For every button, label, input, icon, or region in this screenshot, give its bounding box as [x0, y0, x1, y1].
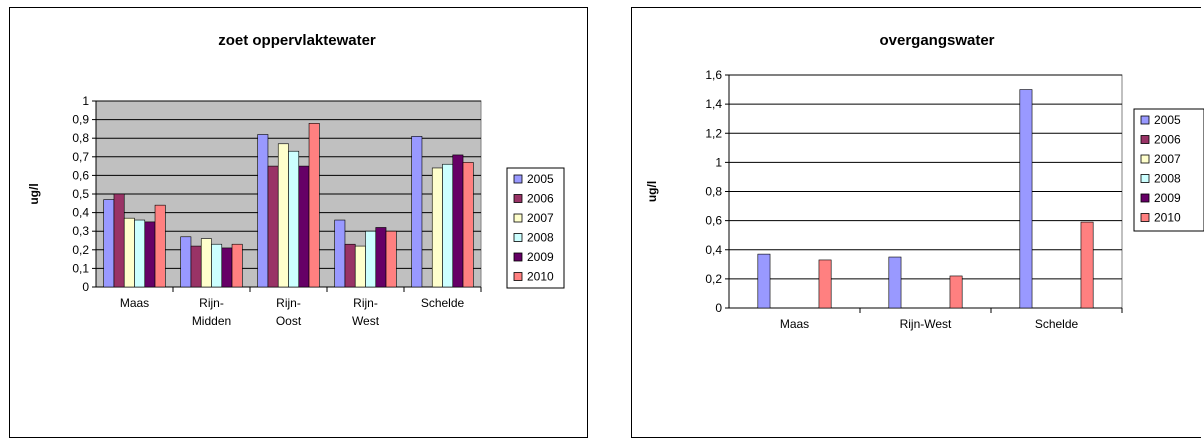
bar-2009 [221, 247, 233, 288]
legend-label: 2006 [527, 192, 554, 206]
bar-2010 [818, 259, 832, 309]
legend-swatch-2008 [513, 233, 523, 242]
x-tick-label: Schelde [1035, 317, 1079, 331]
chart-title: zoet oppervlaktewater [218, 32, 376, 49]
y-tick-label: 0,8 [72, 131, 89, 145]
bar-2010 [385, 230, 397, 288]
bar-2010 [154, 204, 166, 288]
legend-swatch-2007 [1140, 154, 1150, 164]
legend-label: 2005 [527, 172, 554, 186]
legend [506, 167, 565, 289]
y-tick-label: 0 [82, 280, 89, 294]
y-tick-label: 0,2 [705, 272, 722, 286]
legend-label: 2007 [1154, 152, 1181, 166]
legend-label: 2006 [1154, 133, 1181, 147]
y-axis-label: ug/l [645, 181, 659, 202]
bar-2005 [411, 136, 423, 288]
x-tick-label: Rijn-Midden [192, 296, 231, 328]
y-tick-label: 0,6 [72, 168, 89, 182]
bar-2007 [200, 238, 212, 288]
bar-2008 [365, 230, 377, 288]
legend-swatch-2006 [513, 194, 523, 203]
bar-2005 [1019, 89, 1033, 309]
bar-2007 [123, 217, 135, 288]
bar-2007 [277, 143, 289, 288]
x-tick-label: Schelde [421, 296, 465, 310]
legend-label: 2009 [527, 250, 554, 264]
bar-2010 [462, 162, 474, 288]
y-tick-label: 1,2 [705, 126, 722, 140]
y-tick-label: 1 [82, 94, 89, 108]
bar-2006 [113, 193, 125, 288]
y-tick-label: 0,6 [705, 214, 722, 228]
legend-label: 2009 [1154, 191, 1181, 205]
x-tick-label: Rijn-West [900, 317, 952, 331]
x-tick-label: Rijn-Oost [276, 296, 302, 328]
y-tick-label: 0,2 [72, 243, 89, 257]
bar-2005 [888, 256, 902, 309]
y-tick-label: 0,4 [705, 243, 722, 257]
chart-zoet-oppervlaktewater: zoet oppervlaktewater 0 0,1 0,2 0,3 0,4 0,5 0,6… [9, 7, 588, 438]
legend-label: 2008 [527, 231, 554, 245]
legend-label: 2007 [527, 211, 554, 225]
y-tick-label: 1 [715, 155, 722, 169]
y-tick-label: 0,8 [705, 185, 722, 199]
bar-2005 [757, 253, 771, 309]
x-tick-label: Maas [120, 296, 149, 310]
legend [1133, 108, 1204, 232]
chart-svg-right: overgangswater 0 0,2 0,4 0,6 0,8 1 1,2 1,4 1,6 Maa… [645, 32, 1204, 331]
bar-2009 [298, 165, 310, 288]
bar-2005 [334, 219, 346, 288]
bar-2005 [180, 236, 192, 288]
legend-swatch-2008 [1140, 174, 1150, 183]
legend-swatch-2006 [1140, 135, 1150, 144]
bar-2007 [431, 167, 443, 288]
bar-2006 [267, 165, 279, 288]
legend-swatch-2005 [513, 174, 523, 184]
x-tick-label: Rijn-West [352, 296, 380, 328]
y-tick-label: 0,3 [72, 224, 89, 238]
bar-2006 [190, 245, 202, 288]
legend-label: 2010 [1154, 211, 1181, 225]
legend-swatch-2009 [513, 252, 523, 262]
y-tick-label: 1,4 [705, 97, 722, 111]
legend-swatch-2010 [513, 272, 523, 281]
chart-title: overgangswater [879, 32, 994, 49]
x-tick-label: Maas [780, 317, 809, 331]
y-tick-label: 0,4 [72, 206, 89, 220]
y-tick-label: 0 [715, 301, 722, 315]
legend-label: 2010 [527, 270, 554, 284]
y-tick-label: 0,7 [72, 150, 89, 164]
legend-swatch-2007 [513, 213, 523, 223]
y-axis-label: ug/l [27, 183, 41, 204]
chart-svg-left: zoet oppervlaktewater 0 0,1 0,2 0,3 0,4 0,5 0,6… [27, 32, 565, 328]
y-tick-label: 0,5 [72, 187, 89, 201]
legend-swatch-2009 [1140, 193, 1150, 203]
bar-2010 [949, 275, 963, 309]
bar-2006 [344, 243, 356, 288]
legend-swatch-2010 [1140, 213, 1150, 222]
bar-2009 [452, 154, 464, 288]
legend-swatch-2005 [1140, 115, 1150, 125]
bar-2005 [103, 199, 115, 288]
bar-2005 [257, 134, 269, 288]
bar-2007 [354, 245, 366, 288]
y-tick-label: 0,1 [72, 261, 89, 275]
bar-2008 [134, 219, 146, 288]
bar-2009 [144, 221, 156, 288]
y-tick-label: 0,9 [72, 113, 89, 127]
bar-2010 [308, 123, 320, 288]
chart-overgangswater: overgangswater 0 0,2 0,4 0,6 0,8 1 1,2 1,4 1,6 Maa… [631, 7, 1204, 438]
bar-2008 [211, 243, 223, 288]
legend-label: 2005 [1154, 113, 1181, 127]
bar-2008 [442, 163, 454, 288]
y-tick-label: 1,6 [705, 68, 722, 82]
bar-2010 [1080, 221, 1094, 309]
legend-label: 2008 [1154, 172, 1181, 186]
bar-2010 [231, 243, 243, 288]
bar-2008 [288, 150, 300, 288]
bar-2009 [375, 227, 387, 288]
